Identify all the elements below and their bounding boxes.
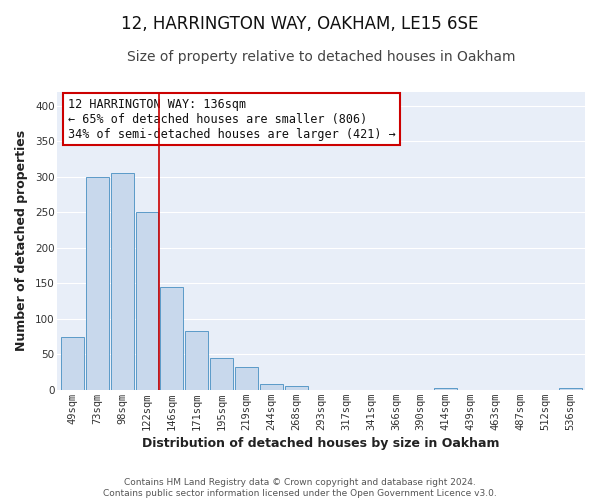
Text: Contains HM Land Registry data © Crown copyright and database right 2024.
Contai: Contains HM Land Registry data © Crown c… (103, 478, 497, 498)
Bar (260, 384, 283, 390)
Y-axis label: Number of detached properties: Number of detached properties (15, 130, 28, 351)
Bar (111, 173, 134, 390)
Bar (285, 386, 308, 390)
Bar (185, 331, 208, 390)
Bar (86, 177, 109, 390)
X-axis label: Distribution of detached houses by size in Oakham: Distribution of detached houses by size … (142, 437, 500, 450)
Bar (434, 388, 457, 390)
Bar (160, 287, 184, 390)
Bar (61, 336, 84, 390)
Bar (235, 367, 258, 390)
Title: Size of property relative to detached houses in Oakham: Size of property relative to detached ho… (127, 50, 515, 64)
Text: 12 HARRINGTON WAY: 136sqm
← 65% of detached houses are smaller (806)
34% of semi: 12 HARRINGTON WAY: 136sqm ← 65% of detac… (68, 98, 396, 140)
Bar (559, 388, 581, 390)
Bar (136, 212, 158, 390)
Bar (210, 358, 233, 390)
Text: 12, HARRINGTON WAY, OAKHAM, LE15 6SE: 12, HARRINGTON WAY, OAKHAM, LE15 6SE (121, 15, 479, 33)
